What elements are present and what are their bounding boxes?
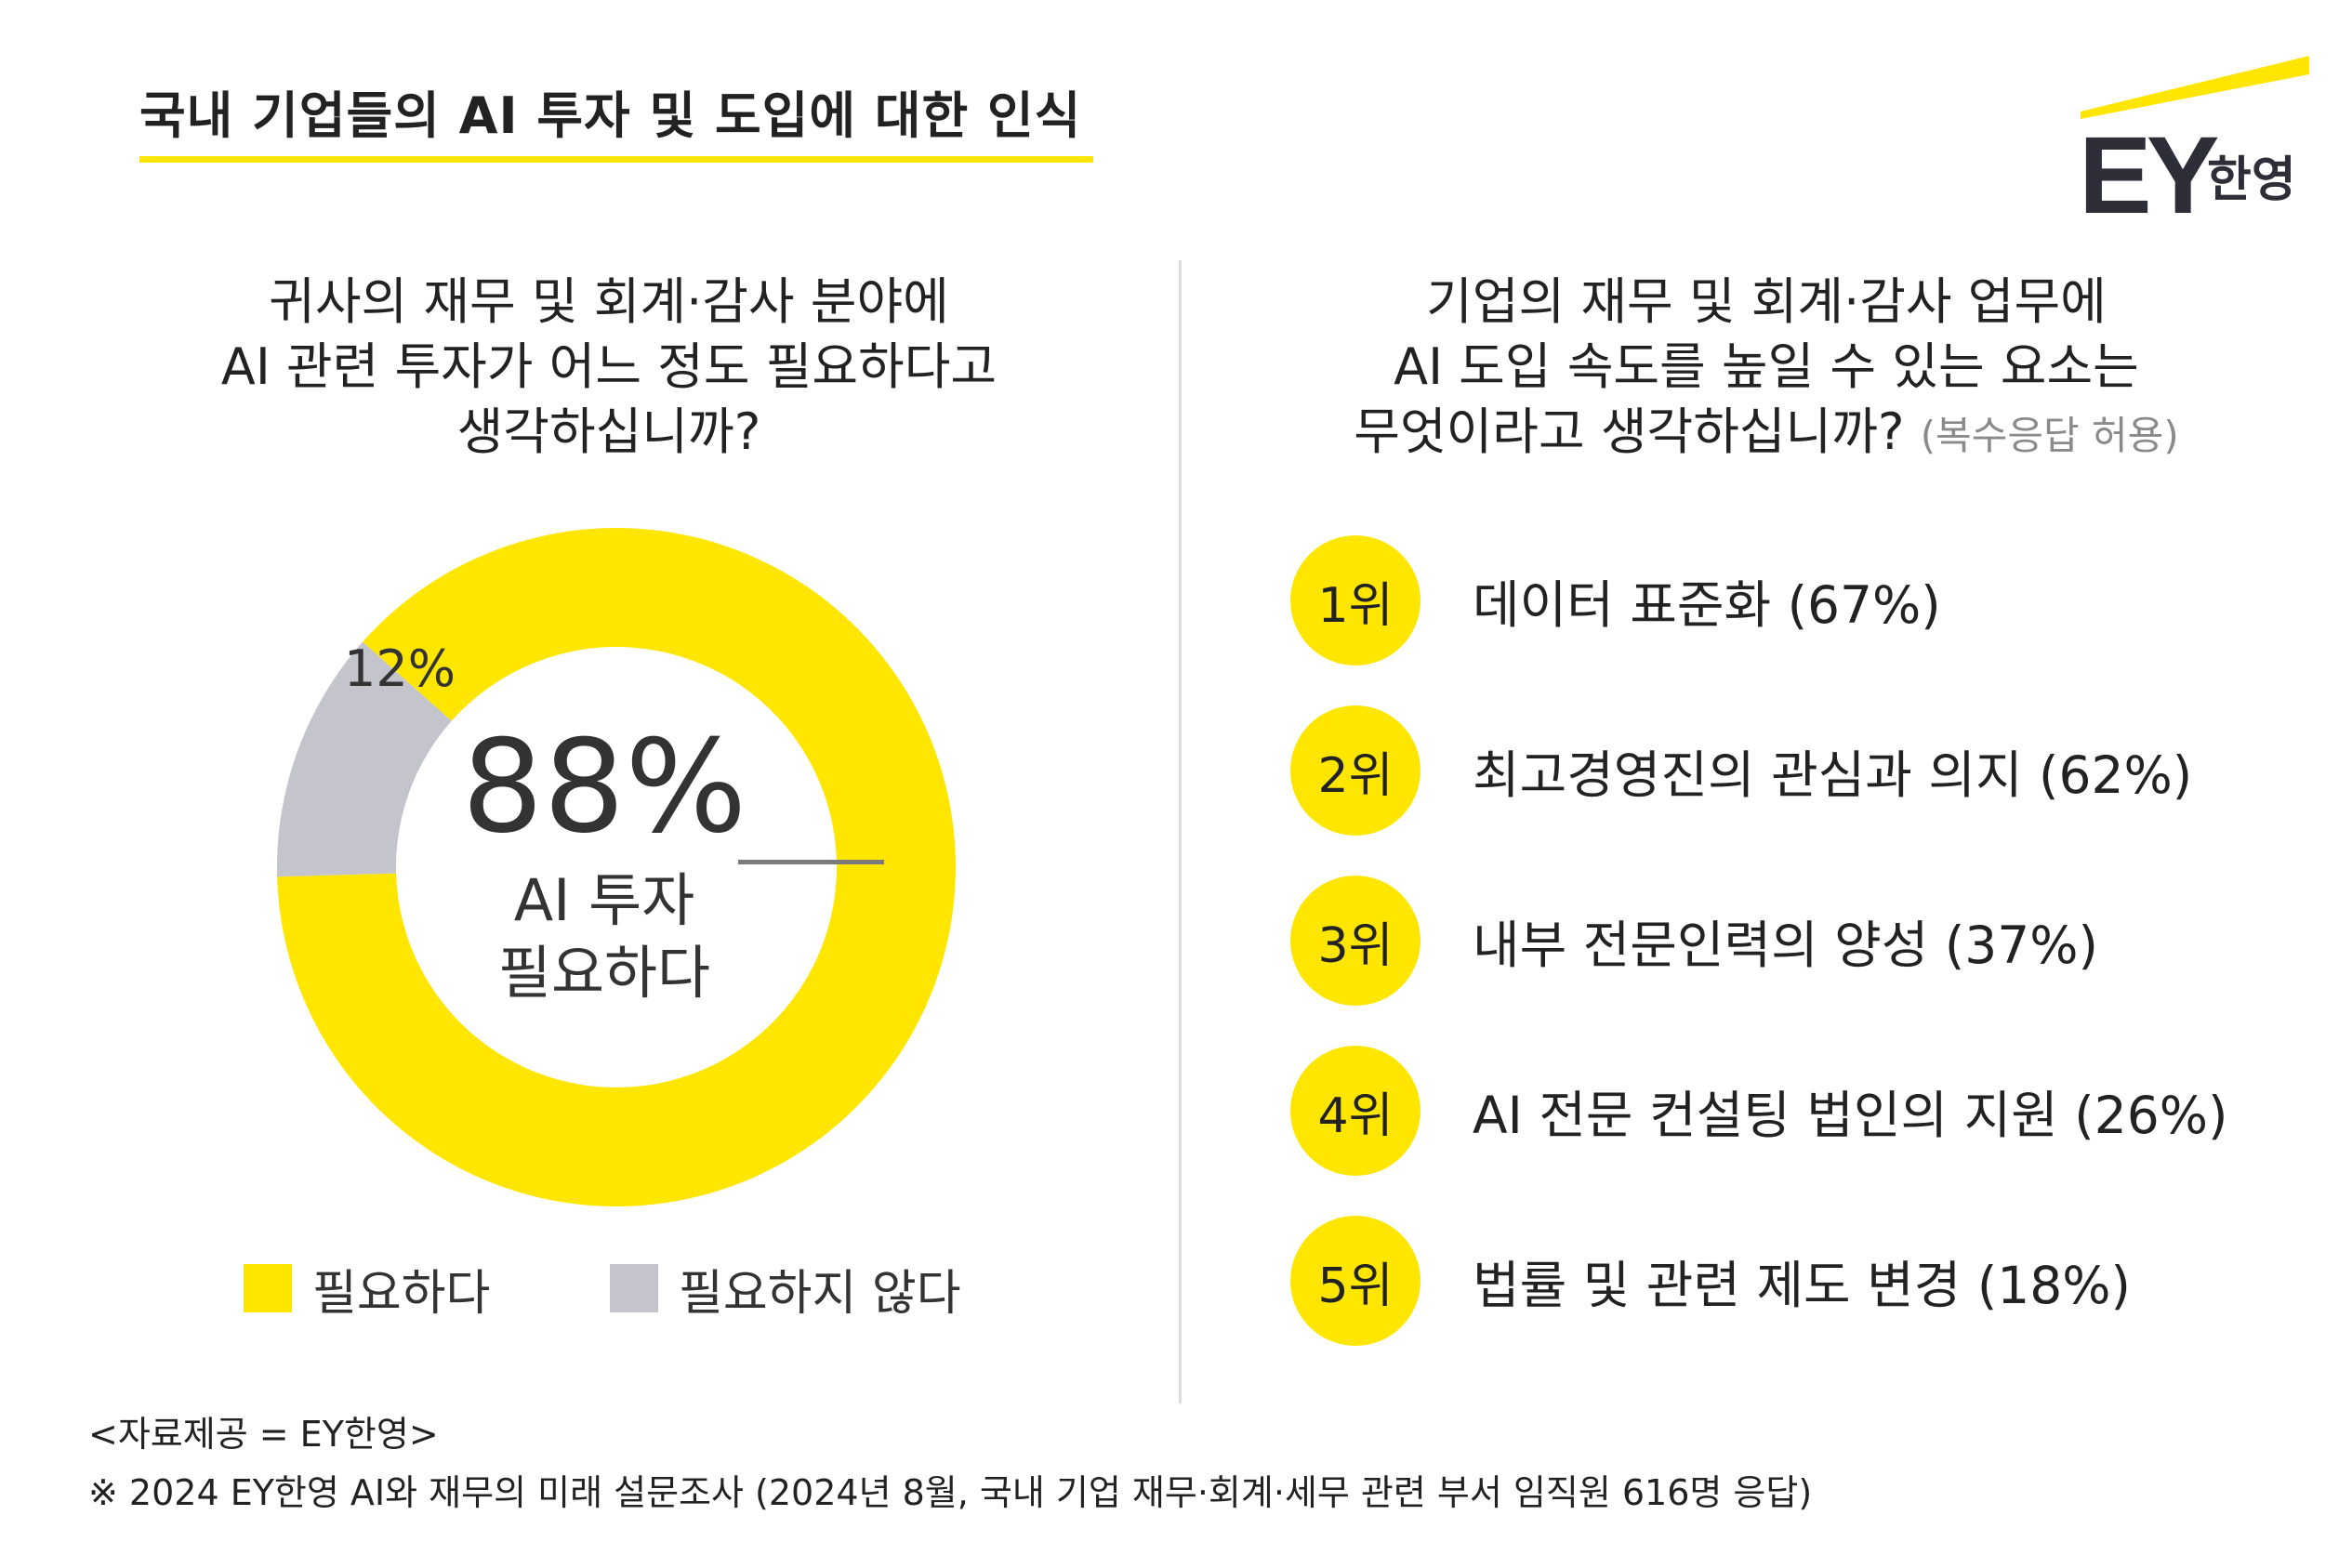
- rank-item: 1위 데이터 표준화 (67%): [1290, 535, 2313, 665]
- donut-center-caption-line: 필요하다: [497, 939, 711, 1007]
- rank-item: 2위 최고경영진의 관심과 의지 (62%): [1290, 705, 2313, 836]
- rank-badge: 1위: [1290, 535, 1420, 665]
- logo-korean-text: 한영: [2207, 152, 2296, 208]
- column-divider: [1179, 260, 1182, 1403]
- rank-text: 법률 및 관련 제도 변경 (18%): [1473, 1256, 2131, 1315]
- slice-label-not-needed: 12%: [344, 639, 456, 698]
- logo-beam-icon: [2081, 56, 2309, 119]
- page-title: 국내 기업들의 AI 투자 및 도입에 대한 인식: [139, 86, 1082, 145]
- legend-label: 필요하지 않다: [679, 1265, 961, 1322]
- right-question-text: 무엇이라고 생각하십니까?: [1354, 402, 1905, 461]
- rank-badge: 4위: [1290, 1046, 1420, 1176]
- right-question: 기업의 재무 및 회계·감사 업무에 AI 도입 속도를 높일 수 있는 요소는…: [1209, 270, 2324, 468]
- legend-label: 필요하다: [312, 1265, 491, 1322]
- ey-logo: EY 한영: [2079, 54, 2311, 231]
- rank-item: 4위 AI 전문 컨설팅 법인의 지원 (26%): [1290, 1046, 2313, 1176]
- rank-item: 5위 법률 및 관련 제도 변경 (18%): [1290, 1216, 2313, 1346]
- legend-item-needed: 필요하다: [244, 1262, 490, 1322]
- rank-badge: 3위: [1290, 876, 1420, 1006]
- center-callout-line: [738, 860, 884, 864]
- right-question-line: 무엇이라고 생각하십니까? (복수응답 허용): [1209, 400, 2324, 468]
- rank-badge: 5위: [1290, 1216, 1420, 1346]
- legend-swatch: [610, 1264, 658, 1312]
- donut-center-caption: AI 투자 필요하다: [418, 864, 790, 1009]
- rank-text: 내부 전문인력의 양성 (37%): [1473, 916, 2099, 975]
- legend-swatch: [244, 1264, 292, 1312]
- donut-chart: [277, 528, 956, 1206]
- rank-text: AI 전문 컨설팅 법인의 지원 (26%): [1473, 1086, 2228, 1145]
- donut-slice-not-needed: [277, 641, 452, 877]
- logo-ey-text: EY: [2079, 114, 2219, 237]
- donut-center-value: 88%: [461, 712, 747, 862]
- donut-center-caption-line: AI 투자: [513, 866, 695, 934]
- left-question-line: 생각하십니까?: [456, 402, 761, 461]
- rank-text: 데이터 표준화 (67%): [1473, 575, 1941, 635]
- survey-note: ※ 2024 EY한영 AI와 재무의 미래 설문조사 (2024년 8월, 국…: [88, 1472, 1813, 1513]
- right-question-line: 기업의 재무 및 회계·감사 업무에: [1426, 272, 2107, 331]
- source-credit: <자료제공 = EY한영>: [88, 1414, 439, 1455]
- rank-item: 3위 내부 전문인력의 양성 (37%): [1290, 876, 2313, 1006]
- rank-text: 최고경영진의 관심과 의지 (62%): [1473, 745, 2193, 805]
- left-question: 귀사의 재무 및 회계·감사 분야에 AI 관련 투자가 어느 정도 필요하다고…: [84, 270, 1134, 465]
- title-underline: [139, 156, 1093, 163]
- rank-badge: 2위: [1290, 705, 1420, 836]
- left-question-line: 귀사의 재무 및 회계·감사 분야에: [269, 272, 949, 331]
- left-question-line: AI 관련 투자가 어느 정도 필요하다고: [220, 337, 998, 396]
- right-question-line: AI 도입 속도를 높일 수 있는 요소는: [1394, 337, 2139, 396]
- legend-item-not-needed: 필요하지 않다: [610, 1262, 961, 1322]
- multiple-response-note: (복수응답 허용): [1920, 413, 2179, 458]
- donut-slice-needed: [277, 528, 956, 1206]
